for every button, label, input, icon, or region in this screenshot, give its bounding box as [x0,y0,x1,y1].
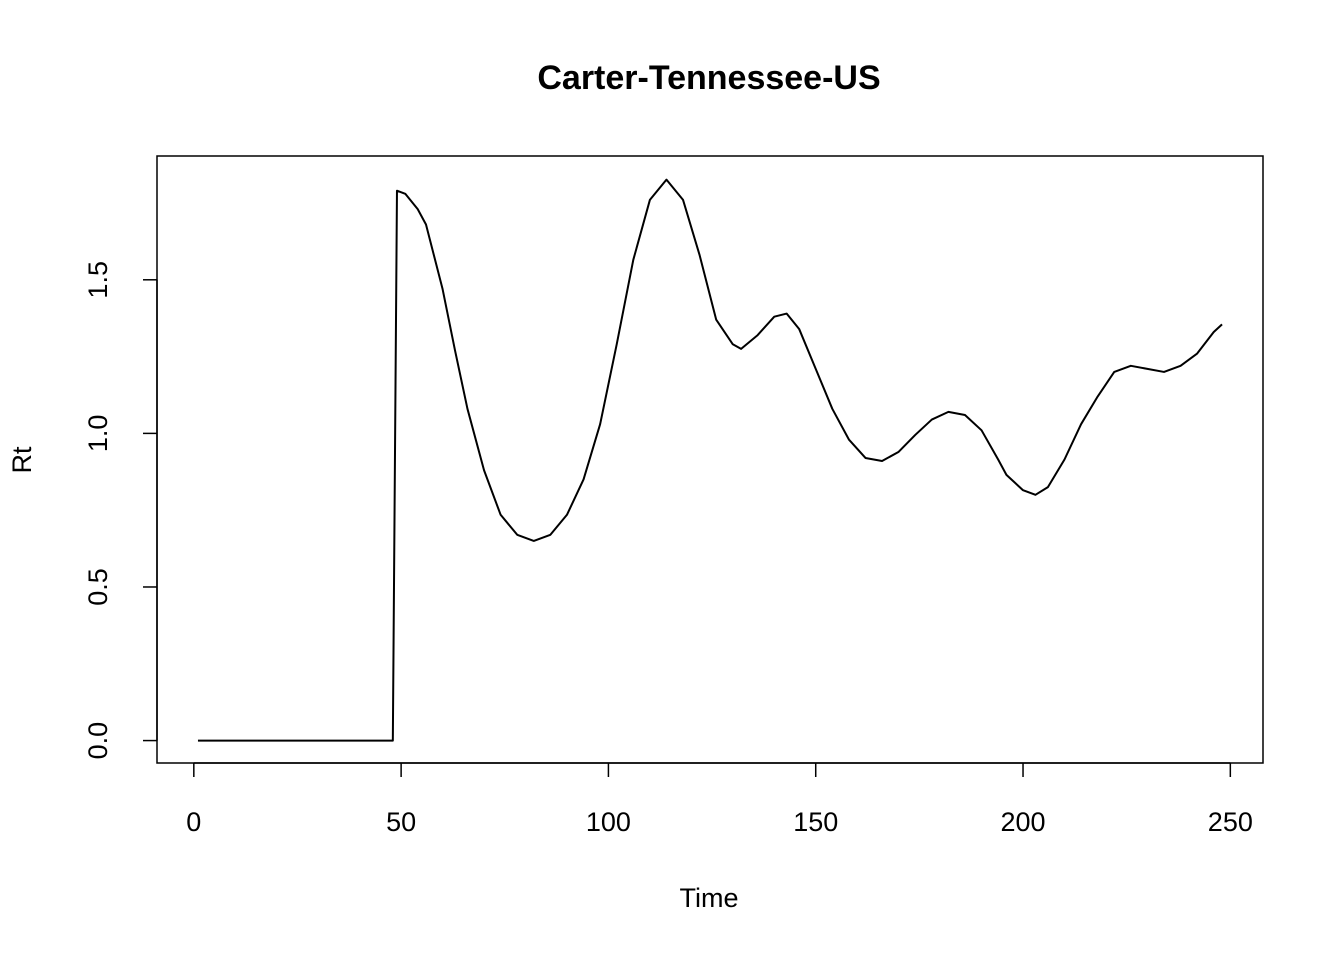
x-tick-label: 150 [793,807,838,837]
x-tick-label: 250 [1208,807,1253,837]
x-tick-label: 0 [186,807,201,837]
x-tick-label: 100 [586,807,631,837]
y-tick-label: 0.0 [83,722,113,760]
chart-title: Carter-Tennessee-US [537,59,880,97]
x-tick-label: 200 [1000,807,1045,837]
y-tick-label: 1.0 [83,415,113,453]
x-axis-title: Time [680,883,739,913]
data-line [197,178,1223,742]
x-tick-label: 50 [386,807,416,837]
plot-frame [156,155,1264,764]
y-axis-title: Rt [7,446,37,473]
y-tick-label: 0.5 [83,568,113,606]
y-tick-label: 1.5 [83,261,113,299]
